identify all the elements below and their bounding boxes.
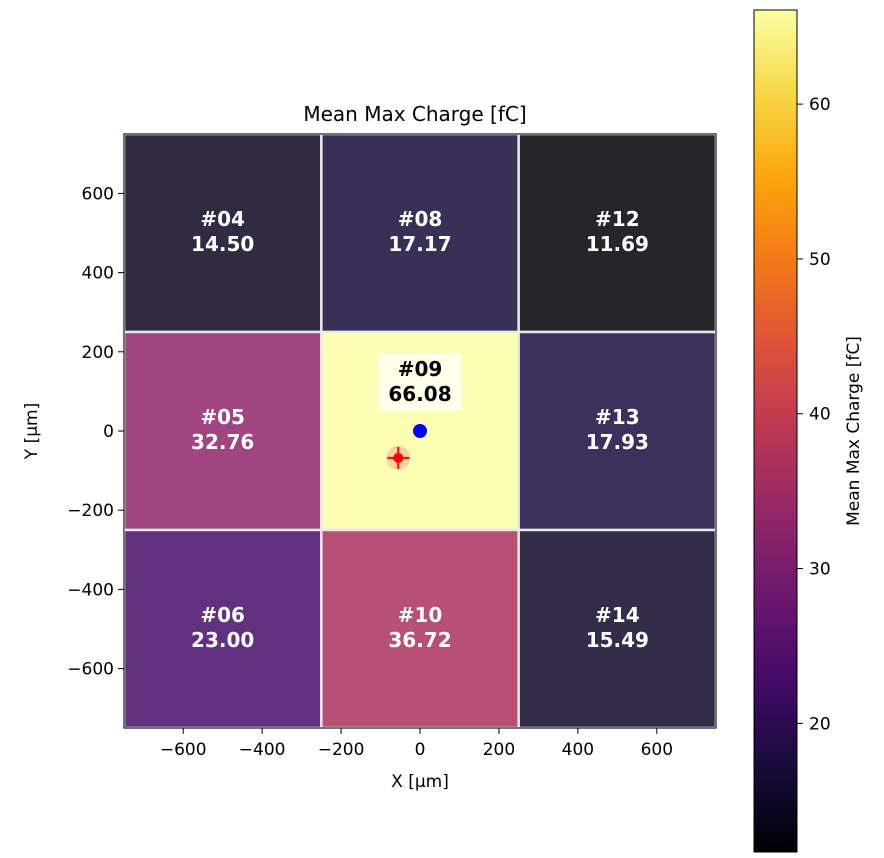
x-tick-label: −600 <box>160 740 207 760</box>
x-tick-label: 200 <box>483 740 515 760</box>
beam-center-marker <box>413 424 427 438</box>
y-tick-label: 400 <box>82 264 114 284</box>
pad-value-label: 32.76 <box>191 430 254 454</box>
pad-cell <box>122 132 323 334</box>
pad-value-label: 11.69 <box>586 232 649 256</box>
x-tick-label: 0 <box>415 740 426 760</box>
colorbar-tick-label: 50 <box>809 250 831 270</box>
x-axis-label: X [µm] <box>391 772 449 792</box>
pad-id-label: #08 <box>398 207 443 231</box>
colorbar-tick-label: 30 <box>809 560 831 580</box>
pad-cell <box>517 528 718 730</box>
pad-cell <box>517 330 718 532</box>
pad-value-label: 15.49 <box>586 628 649 652</box>
pad-value-label: 17.17 <box>388 232 451 256</box>
colorbar-tick-label: 20 <box>809 714 831 734</box>
pad-id-label: #10 <box>398 603 443 627</box>
markers <box>386 424 427 470</box>
colorbar <box>753 9 798 853</box>
pad-cell <box>122 330 323 532</box>
colorbar-label: Mean Max Charge [fC] <box>844 336 864 526</box>
y-tick-label: −600 <box>67 660 114 680</box>
pad-value-label: 17.93 <box>586 430 649 454</box>
pad-value-label: 14.50 <box>191 232 254 256</box>
pad-id-label: #14 <box>595 603 640 627</box>
pad-value-label: 36.72 <box>388 628 451 652</box>
fit-position-marker <box>393 452 404 463</box>
x-tick-label: −400 <box>239 740 286 760</box>
colorbar-tick-label: 60 <box>809 95 831 115</box>
colorbar-tick-label: 40 <box>809 405 831 425</box>
pad-label-box <box>378 353 462 411</box>
y-tick-label: −200 <box>67 501 114 521</box>
y-tick-label: 0 <box>103 422 114 442</box>
y-tick-label: 600 <box>82 184 114 204</box>
pad-id-label: #05 <box>200 405 245 429</box>
pad-value-label: 23.00 <box>191 628 254 652</box>
pad-cell <box>320 528 520 730</box>
pad-id-label: #09 <box>398 357 443 381</box>
y-tick-label: 200 <box>82 343 114 363</box>
pad-id-label: #04 <box>200 207 245 231</box>
pad-value-label: 66.08 <box>388 382 451 406</box>
pad-id-label: #12 <box>595 207 640 231</box>
x-axis-ticks: −600 −400 −200 0 200 400 600 <box>160 728 673 760</box>
pad-id-label: #13 <box>595 405 640 429</box>
pad-cell <box>122 528 323 730</box>
y-tick-label: −400 <box>67 580 114 600</box>
y-axis-ticks: −600 −400 −200 0 200 400 600 <box>67 184 124 680</box>
colorbar-ticks: 20 30 40 50 60 <box>797 95 831 734</box>
pad-id-label: #06 <box>200 603 245 627</box>
x-tick-label: 600 <box>641 740 673 760</box>
x-tick-label: 400 <box>562 740 594 760</box>
chart-title: Mean Max Charge [fC] <box>303 102 526 126</box>
y-axis-label: Y [µm] <box>22 403 42 460</box>
x-tick-label: −200 <box>318 740 365 760</box>
